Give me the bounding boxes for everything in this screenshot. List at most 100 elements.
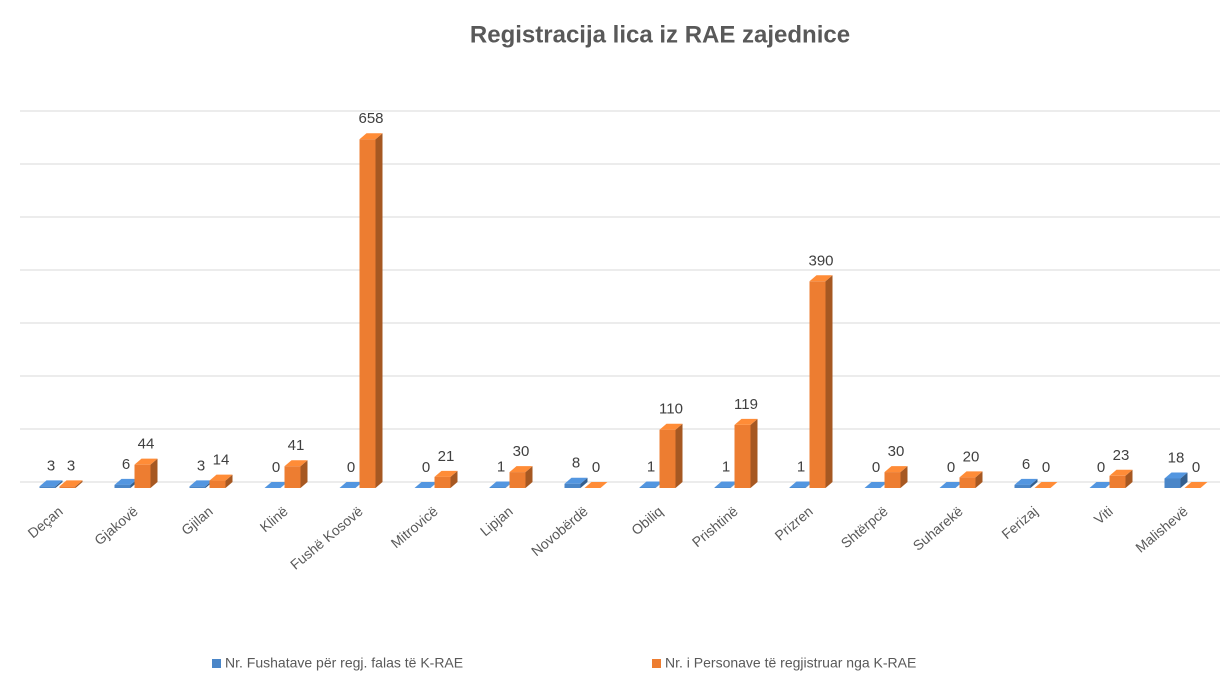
bar-side [55, 480, 63, 488]
bar-side [150, 458, 158, 488]
x-tick-label: Gjilan [178, 503, 216, 538]
bar-side [525, 466, 533, 488]
data-label: 0 [272, 459, 280, 476]
data-label: 0 [872, 459, 880, 476]
bar-front [489, 487, 506, 488]
bar-top [809, 275, 833, 282]
data-label: 21 [438, 448, 455, 465]
bar [209, 474, 233, 488]
bar-top [789, 481, 813, 488]
bar [434, 470, 458, 488]
data-label: 20 [963, 448, 980, 465]
data-label: 119 [734, 396, 758, 413]
bar-side [750, 418, 758, 488]
legend-swatch [212, 659, 221, 668]
bar-top [264, 482, 288, 488]
x-tick-label: Gjakovë [91, 503, 141, 548]
bar-top [209, 474, 233, 481]
bar-top [1109, 469, 1133, 476]
data-label: 18 [1168, 449, 1185, 466]
bar-side [900, 466, 908, 488]
legend-label: Nr. Fushatave për regj. falas të K-RAE [225, 655, 463, 671]
bar-top [959, 471, 983, 478]
bar-top [1014, 478, 1038, 485]
bar [359, 133, 383, 488]
bar-front [134, 464, 151, 488]
bar-side [1030, 478, 1038, 488]
x-tick-label: Malishevë [1132, 503, 1191, 556]
data-label: 6 [1022, 456, 1030, 473]
bar-side [675, 423, 683, 488]
bar-top [359, 133, 383, 140]
bar [1164, 472, 1188, 488]
bar [1089, 482, 1113, 488]
bar [39, 480, 63, 488]
bar-front [1164, 478, 1181, 488]
data-label: 8 [572, 455, 580, 472]
bar [734, 418, 758, 488]
bar-front [659, 429, 676, 488]
bar [114, 478, 138, 488]
bar-top [509, 466, 533, 473]
bar-front [59, 486, 76, 488]
bar [564, 477, 588, 488]
bar-top [489, 481, 513, 488]
bar-top [414, 482, 438, 488]
data-label: 1 [647, 458, 655, 475]
data-label: 3 [67, 457, 75, 474]
data-label: 0 [1192, 459, 1200, 476]
data-label: 6 [122, 456, 130, 473]
bar-side [1180, 472, 1188, 488]
bar-top [1089, 482, 1113, 488]
bar-top [114, 478, 138, 485]
bar [284, 460, 308, 488]
bar-front [434, 476, 451, 488]
bar-front [564, 483, 581, 488]
x-tick-label: Viti [1091, 503, 1116, 528]
bar-side [825, 275, 833, 488]
x-tick-label: Suharekë [910, 503, 966, 554]
bar-front [809, 281, 826, 488]
bar-top [1034, 482, 1058, 488]
bar [1034, 482, 1058, 488]
bar-front [789, 487, 806, 488]
bar-side [1125, 469, 1133, 488]
bar-top [564, 477, 588, 484]
bar [959, 471, 983, 488]
data-label: 1 [722, 458, 730, 475]
data-label: 0 [947, 459, 955, 476]
bar-top [639, 481, 663, 488]
data-label: 1 [497, 458, 505, 475]
bar-front [734, 424, 751, 488]
data-label: 390 [808, 252, 833, 269]
bar [659, 423, 683, 488]
data-label: 3 [197, 457, 205, 474]
bar-top [939, 482, 963, 488]
bar-front [209, 480, 226, 488]
bar-front [639, 487, 656, 488]
bar-top [1164, 472, 1188, 479]
bar [339, 482, 363, 488]
bar-top [584, 482, 608, 488]
bar-front [284, 466, 301, 488]
x-tick-label: Novobërdë [528, 503, 591, 559]
legend-label: Nr. i Personave të regjistruar nga K-RAE [665, 655, 916, 671]
bar-side [300, 460, 308, 488]
chart-title: Registracija lica iz RAE zajednice [470, 21, 850, 48]
bar-front [39, 486, 56, 488]
bar-top [134, 458, 158, 465]
bar [809, 275, 833, 488]
bar [1109, 469, 1133, 488]
bar [864, 482, 888, 488]
bar-top [734, 418, 758, 425]
x-tick-label: Lipjan [477, 503, 516, 539]
bar [1014, 478, 1038, 488]
x-tick-label: Obiliq [628, 503, 666, 538]
data-label: 658 [358, 110, 383, 127]
bar [1184, 482, 1208, 488]
bar [584, 482, 608, 488]
x-tick-label: Prishtinë [689, 503, 741, 550]
x-tick-label: Mitrovicë [388, 503, 441, 551]
x-tick-label: Shtërpcë [838, 503, 891, 551]
